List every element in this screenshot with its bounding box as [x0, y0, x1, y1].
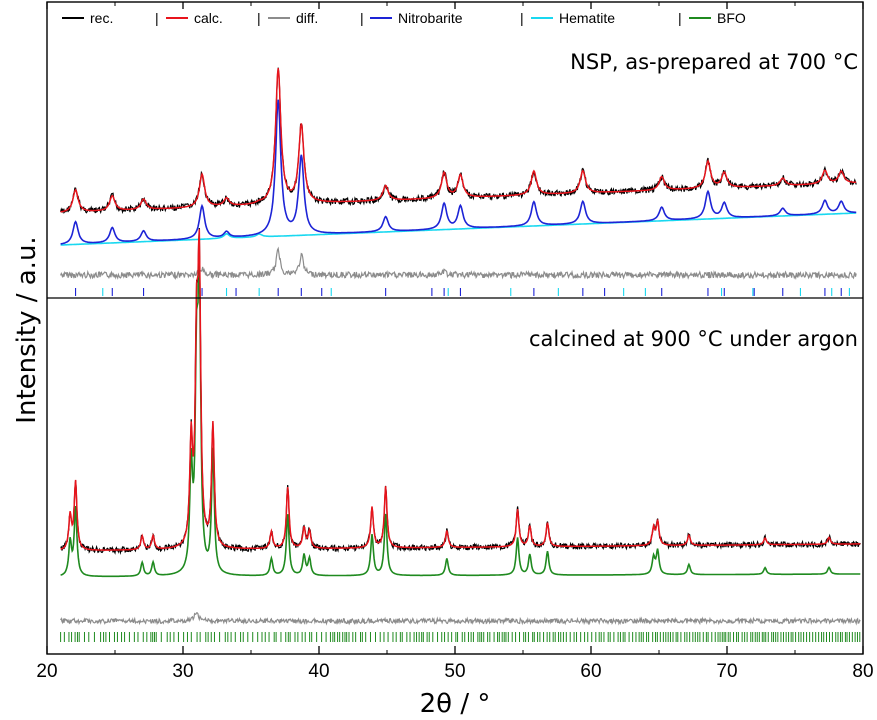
bottom-panel — [60, 227, 861, 642]
x-axis-label: 2θ / ° — [420, 689, 491, 719]
legend-label-2: diff. — [296, 10, 318, 26]
legend: rec. | calc. | diff. | Nitrobarite | Hematite | BF… — [62, 10, 746, 26]
legend-separator: | — [360, 10, 364, 26]
series-nitrobarite-top — [60, 99, 857, 245]
legend-separator: | — [155, 10, 159, 26]
series-hematite-top — [60, 212, 857, 246]
legend-separator: | — [678, 10, 682, 26]
legend-separator: | — [520, 10, 524, 26]
x-tick-label: 50 — [444, 661, 465, 682]
x-tick-label: 40 — [308, 661, 329, 682]
series-rec-top — [60, 67, 857, 215]
bottom-panel-title: calcined at 900 °C under argon — [529, 327, 858, 351]
top-panel-title: NSP, as-prepared at 700 °C — [570, 50, 858, 74]
y-axis-label: Intensity / a.u. — [12, 236, 42, 423]
legend-label-5: BFO — [717, 10, 746, 26]
x-tick-label: 70 — [716, 661, 737, 682]
x-tick-label: 30 — [172, 661, 193, 682]
legend-label-0: rec. — [90, 10, 113, 26]
legend-separator: | — [257, 10, 261, 26]
top-panel — [60, 67, 857, 296]
series-calc-bottom — [60, 229, 861, 551]
series-bfo-bottom — [60, 255, 861, 578]
x-axis: 20 30 40 50 60 70 80 — [36, 2, 874, 682]
x-tick-label: 60 — [580, 661, 601, 682]
series-calc-top — [60, 68, 857, 213]
x-tick-label: 20 — [36, 661, 57, 682]
series-diff-bottom — [60, 612, 861, 626]
series-diff-top — [60, 246, 857, 281]
legend-label-3: Nitrobarite — [398, 10, 463, 26]
x-tick-label: 80 — [852, 661, 873, 682]
legend-label-1: calc. — [194, 10, 223, 26]
legend-label-4: Hematite — [559, 10, 615, 26]
